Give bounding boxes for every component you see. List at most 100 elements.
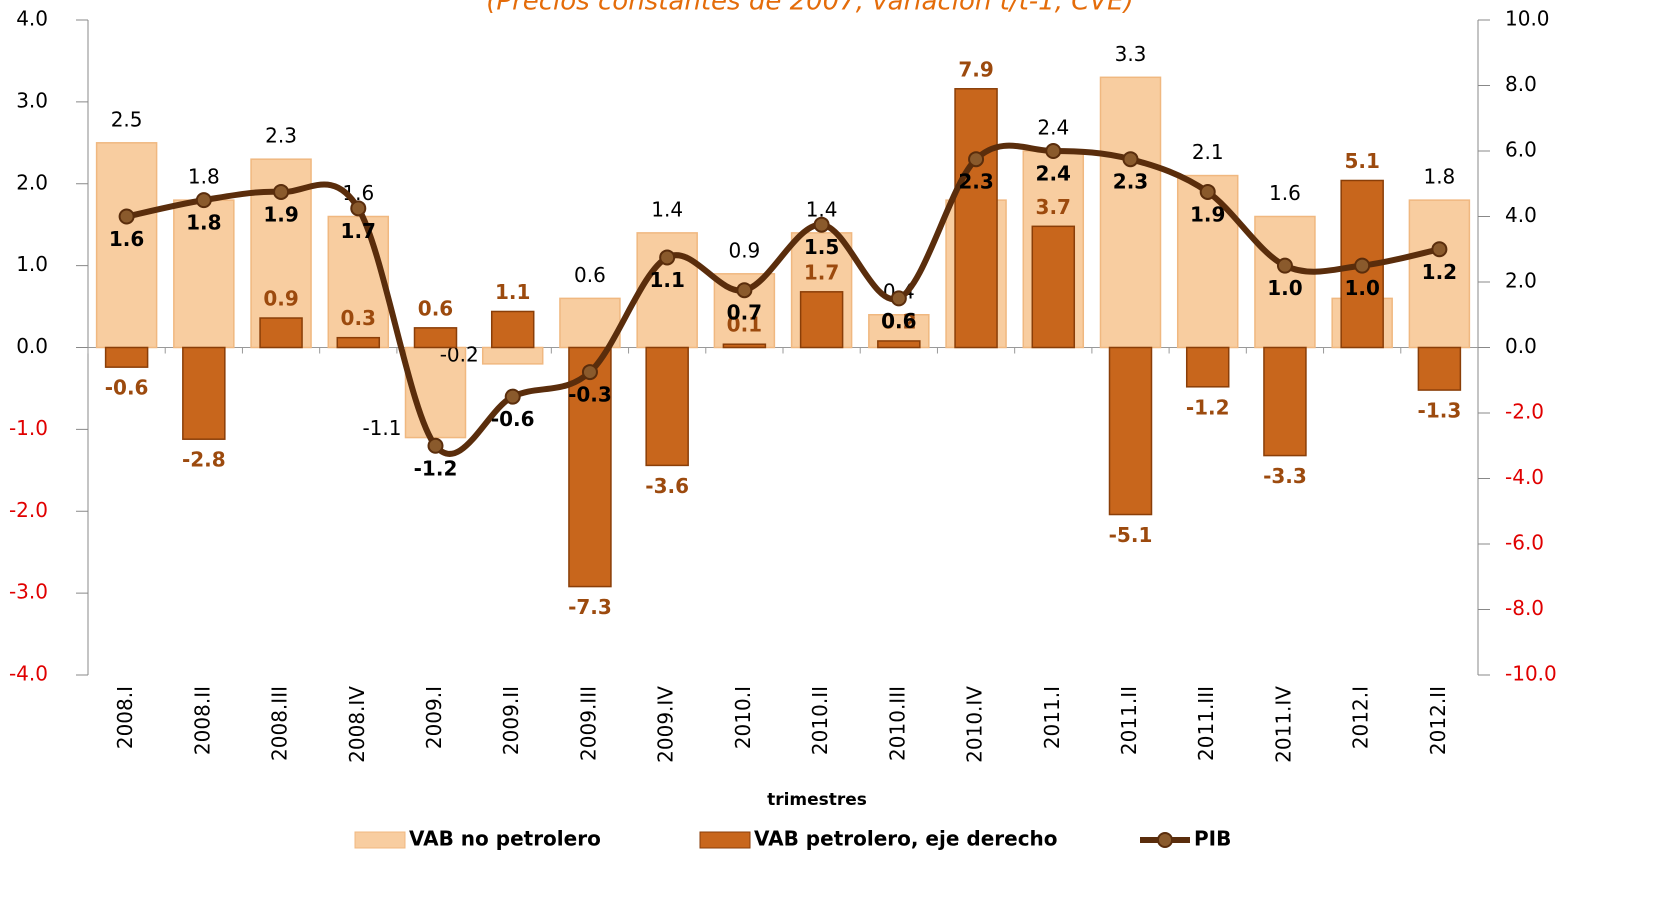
data-label: 1.6 <box>1269 181 1301 205</box>
x-tick-label: 2008.II <box>190 686 214 755</box>
data-label: 1.6 <box>109 227 144 251</box>
x-tick-label: 2010.I <box>731 686 755 749</box>
marker <box>968 151 985 168</box>
y2-tick-label: -2.0 <box>1505 400 1544 424</box>
marker <box>1199 183 1216 200</box>
data-label: 1.8 <box>186 211 221 235</box>
data-label: 0.6 <box>574 263 606 287</box>
data-label: 5.1 <box>1344 149 1379 173</box>
y-tick-label: 3.0 <box>16 88 48 112</box>
legend-label: PIB <box>1194 827 1231 851</box>
bar <box>1254 215 1316 349</box>
y-tick-label: 1.0 <box>16 252 48 276</box>
data-label: -0.6 <box>105 376 149 400</box>
data-label: 2.4 <box>1037 116 1069 140</box>
x-tick-label: 2012.I <box>1349 686 1373 749</box>
y2-tick-label: 4.0 <box>1505 203 1537 227</box>
x-tick-label: 2009.III <box>576 686 600 761</box>
data-label: 0.1 <box>727 313 762 337</box>
data-label: 1.0 <box>1344 276 1379 300</box>
bar <box>481 346 544 365</box>
y2-tick-label: -4.0 <box>1505 465 1544 489</box>
marker <box>1045 143 1062 159</box>
data-label: 0.6 <box>881 309 916 333</box>
marker <box>1122 151 1139 168</box>
y2-tick-label: 6.0 <box>1505 138 1537 162</box>
bar <box>95 142 158 349</box>
marker <box>504 388 521 405</box>
x-tick-label: 2010.III <box>885 686 909 761</box>
x-tick-label: 2010.IV <box>963 686 987 763</box>
chart-subtitle: (Precios constantes de 2007, variación t… <box>486 0 1134 17</box>
marker <box>118 208 135 225</box>
data-label: -1.3 <box>1418 399 1462 423</box>
x-tick-label: 2009.IV <box>654 686 678 763</box>
data-label: -3.3 <box>1263 464 1307 488</box>
y2-tick-label: 10.0 <box>1505 7 1550 31</box>
data-label: 0.6 <box>418 296 453 320</box>
bar <box>259 317 303 349</box>
data-label: -3.6 <box>645 474 689 498</box>
marker <box>1354 257 1371 274</box>
bar <box>1031 225 1076 349</box>
bar <box>1108 346 1153 516</box>
data-label: 0.7 <box>727 301 762 325</box>
bar <box>1417 346 1462 391</box>
bar <box>799 291 844 349</box>
data-label: -0.3 <box>568 383 612 407</box>
y-tick-label: -3.0 <box>9 580 48 604</box>
bar <box>1263 346 1307 457</box>
x-tick-label: 2011.III <box>1194 686 1218 761</box>
legend-label: VAB no petrolero <box>409 827 601 851</box>
data-label: 1.9 <box>263 202 298 226</box>
bar <box>877 340 921 349</box>
data-label: 1.7 <box>804 260 839 284</box>
data-label: -5.1 <box>1109 523 1153 547</box>
bar <box>722 343 767 349</box>
data-label: 2.1 <box>1192 140 1224 164</box>
x-tick-label: 2011.IV <box>1271 686 1295 763</box>
data-label: 3.3 <box>1115 42 1147 66</box>
data-label: -1.2 <box>1186 395 1230 419</box>
bar <box>413 327 458 349</box>
y-tick-label: 2.0 <box>16 170 48 194</box>
x-tick-label: 2010.II <box>808 686 832 755</box>
y-tick-label: 0.0 <box>16 334 48 358</box>
legend-swatch <box>699 831 751 849</box>
data-label: 1.5 <box>804 235 839 259</box>
marker <box>427 437 444 454</box>
data-label: 1.1 <box>649 268 684 292</box>
data-label: 1.2 <box>1422 260 1457 284</box>
data-label: 1.9 <box>1190 202 1225 226</box>
data-label: -2.8 <box>182 448 226 472</box>
bar <box>954 88 998 349</box>
legend-swatch <box>354 831 406 849</box>
legend-marker <box>1157 832 1173 848</box>
data-label: 2.5 <box>111 107 143 131</box>
y-tick-label: 4.0 <box>16 7 48 31</box>
marker <box>1276 257 1293 274</box>
data-label: -1.1 <box>362 416 401 440</box>
marker <box>1431 241 1448 258</box>
bar <box>1185 346 1230 388</box>
bar <box>327 215 390 349</box>
x-tick-label: 2008.IV <box>345 686 369 763</box>
x-tick-label: 2008.III <box>268 686 292 761</box>
bar <box>336 336 381 349</box>
x-tick-label: 2011.I <box>1040 686 1064 749</box>
marker <box>350 200 367 217</box>
data-label: 2.3 <box>265 124 297 148</box>
data-label: 1.8 <box>188 165 220 189</box>
x-tick-label: 2012.II <box>1426 686 1450 755</box>
data-label: -1.2 <box>414 456 458 480</box>
data-label: 0.2 <box>881 309 916 333</box>
data-label: 1.1 <box>495 280 530 304</box>
bar <box>645 346 689 467</box>
marker <box>813 216 830 233</box>
data-label: 1.0 <box>1267 276 1302 300</box>
bar <box>490 310 535 349</box>
bar <box>568 346 612 588</box>
bar <box>1176 174 1239 349</box>
data-label: 1.8 <box>1423 165 1455 189</box>
